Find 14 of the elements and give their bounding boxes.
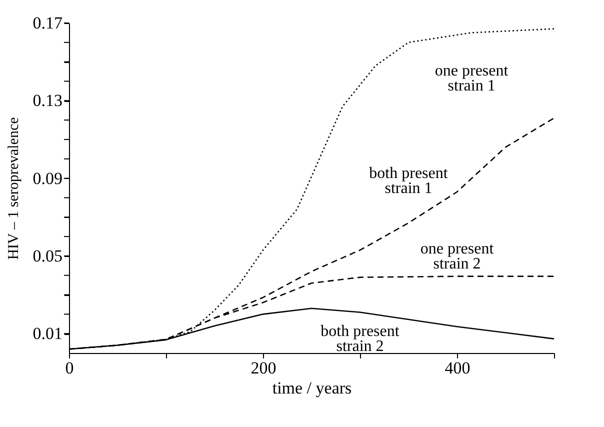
series-label: one present strain 2	[420, 240, 494, 272]
x-tick-label: 200	[250, 358, 276, 378]
x-tick-label: 0	[65, 358, 74, 378]
series-label: one present strain 1	[434, 62, 509, 95]
y-tick-label: 0.05	[32, 246, 62, 266]
y-tick-label: 0.01	[32, 324, 62, 344]
y-axis-title: HIV – 1 seroprevalence	[6, 116, 22, 260]
series-label: both present strain 2	[320, 323, 400, 356]
series-label: both present strain 1	[369, 164, 448, 197]
x-tick-label: 400	[444, 358, 470, 378]
x-axis-title: time / years	[272, 378, 352, 398]
y-tick-label: 0.13	[32, 91, 62, 110]
y-tick-label: 0.17	[32, 14, 63, 32]
y-tick-label: 0.09	[32, 168, 62, 188]
